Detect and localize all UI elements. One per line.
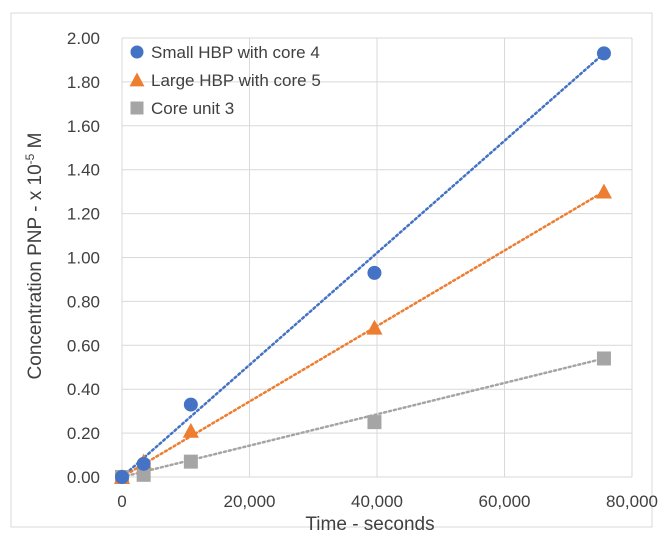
chart-border [10,12,653,528]
y-tick-label: 1.80 [67,73,100,92]
x-axis-title: Time - seconds [305,514,434,535]
data-point-circle [136,456,151,471]
y-tick-label: 1.20 [67,205,100,224]
legend-item: Large HBP with core 5 [129,71,321,90]
x-tick-label: 40,000 [351,492,403,511]
y-tick-label: 1.60 [67,117,100,136]
x-tick-label: 60,000 [479,492,531,511]
y-tick-label: 1.00 [67,249,100,268]
data-point-circle [130,45,144,59]
x-tick-label: 80,000 [606,492,658,511]
data-point-square [367,415,382,430]
y-tick-label: 0.20 [67,424,100,443]
data-point-triangle [182,422,199,438]
data-point-square [596,351,611,366]
data-point-square [183,454,198,469]
y-tick-label: 2.00 [67,29,100,48]
data-point-triangle [129,72,145,87]
legend-item: Core unit 3 [130,99,234,118]
data-point-square [130,101,144,115]
y-tick-label: 0.80 [67,292,100,311]
data-points [113,46,612,484]
y-tick-label: 1.40 [67,161,100,180]
legend-item: Small HBP with core 4 [130,43,320,62]
data-point-square [136,467,151,482]
data-point-circle [367,265,382,280]
y-axis-title-main: Concentration PNP - x 10 [25,164,46,379]
trendline [120,190,606,479]
y-tick-label: 0.60 [67,336,100,355]
y-axis-title: Concentration PNP - x 10-5 M [23,133,46,380]
legend: Small HBP with core 4 Large HBP with core… [129,43,321,118]
legend-label: Large HBP with core 5 [151,71,321,90]
y-tick-label: 0.40 [67,380,100,399]
gridlines [121,37,633,478]
x-tick-label: 20,000 [224,492,276,511]
data-point-circle [115,470,129,484]
data-point-circle [596,46,611,61]
trendline [120,52,606,479]
data-point-triangle [366,319,383,335]
tick-labels: 0.00 0.20 0.40 0.60 0.80 1.00 1.20 1.40 1.60 1.80… [67,29,658,511]
legend-label: Small HBP with core 4 [151,43,320,62]
x-tick-label: 0 [117,492,126,511]
data-point-circle [183,397,198,412]
data-point-triangle [595,183,612,199]
trendline [120,357,606,479]
y-axis-title-exponent: -5 [23,153,37,164]
y-axis-title-unit: M [25,133,46,154]
legend-label: Core unit 3 [151,99,234,118]
trendlines [120,52,606,479]
y-tick-label: 0.00 [67,468,100,487]
